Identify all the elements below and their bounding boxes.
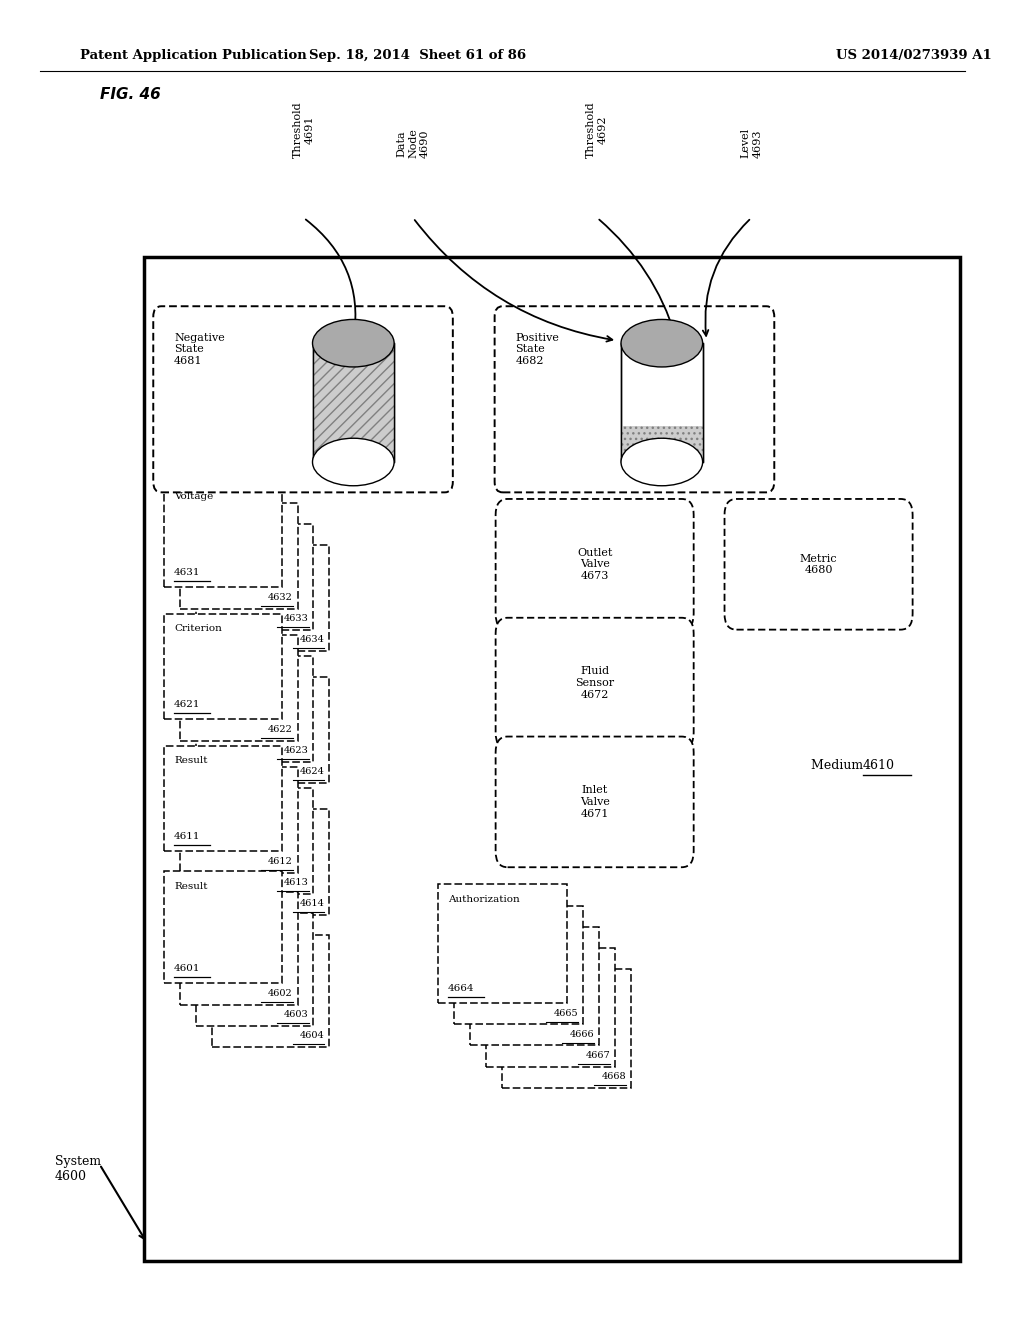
Ellipse shape (621, 438, 702, 486)
Text: Data
Node
4690: Data Node 4690 (396, 128, 430, 158)
Text: 4632: 4632 (267, 593, 293, 602)
Polygon shape (180, 767, 298, 873)
Text: Metric
4680: Metric 4680 (800, 553, 838, 576)
Text: 4624: 4624 (300, 767, 325, 776)
Text: 4664: 4664 (447, 983, 474, 993)
Ellipse shape (621, 319, 702, 367)
FancyBboxPatch shape (496, 618, 693, 748)
Text: 4604: 4604 (300, 1031, 325, 1040)
Text: 4610: 4610 (863, 759, 895, 772)
Text: Criterion: Criterion (174, 624, 222, 634)
Polygon shape (196, 524, 313, 630)
Polygon shape (212, 545, 330, 651)
Polygon shape (502, 969, 631, 1088)
FancyBboxPatch shape (725, 499, 912, 630)
Polygon shape (196, 913, 313, 1026)
Bar (312, 343, 394, 462)
Polygon shape (212, 809, 330, 915)
Polygon shape (470, 927, 599, 1045)
Text: Positive
State
4682: Positive State 4682 (515, 333, 559, 366)
Ellipse shape (312, 438, 394, 486)
Text: 4633: 4633 (284, 614, 308, 623)
Text: Fluid
Sensor
4672: Fluid Sensor 4672 (575, 667, 614, 700)
Polygon shape (180, 503, 298, 609)
Bar (621, 343, 702, 462)
FancyBboxPatch shape (496, 737, 693, 867)
Text: Result: Result (174, 882, 208, 891)
Text: Medium: Medium (811, 759, 867, 772)
FancyBboxPatch shape (496, 499, 693, 630)
Polygon shape (212, 677, 330, 783)
Ellipse shape (312, 319, 394, 367)
FancyBboxPatch shape (495, 306, 774, 492)
Text: 4602: 4602 (268, 989, 293, 998)
Polygon shape (454, 906, 584, 1024)
Text: 4634: 4634 (300, 635, 325, 644)
Text: Threshold
4692: Threshold 4692 (587, 102, 608, 158)
Polygon shape (485, 948, 615, 1067)
Text: Level
4693: Level 4693 (740, 128, 762, 158)
Polygon shape (164, 746, 282, 851)
Text: System
4600: System 4600 (54, 1155, 100, 1183)
Text: 4668: 4668 (601, 1072, 626, 1081)
Text: Negative
State
4681: Negative State 4681 (174, 333, 225, 366)
Text: 4603: 4603 (284, 1010, 308, 1019)
Text: FIG. 46: FIG. 46 (99, 87, 161, 102)
Text: 4613: 4613 (284, 878, 308, 887)
Polygon shape (212, 935, 330, 1047)
Polygon shape (196, 656, 313, 762)
Text: 4666: 4666 (569, 1030, 594, 1039)
Text: Threshold
4691: Threshold 4691 (293, 102, 314, 158)
Text: US 2014/0273939 A1: US 2014/0273939 A1 (836, 49, 991, 62)
Bar (621, 426, 702, 462)
Polygon shape (196, 788, 313, 894)
Bar (312, 343, 394, 462)
Polygon shape (164, 482, 282, 587)
Text: Voltage: Voltage (174, 492, 213, 502)
Text: Outlet
Valve
4673: Outlet Valve 4673 (577, 548, 612, 581)
Text: 4667: 4667 (586, 1051, 610, 1060)
Text: 4665: 4665 (554, 1008, 579, 1018)
Text: Result: Result (174, 756, 208, 766)
Polygon shape (180, 635, 298, 741)
Text: Authorization: Authorization (447, 895, 519, 904)
Text: 4621: 4621 (174, 700, 201, 709)
Polygon shape (438, 884, 567, 1003)
Polygon shape (180, 892, 298, 1005)
Polygon shape (164, 871, 282, 983)
Text: Patent Application Publication: Patent Application Publication (80, 49, 306, 62)
Text: 4611: 4611 (174, 832, 201, 841)
FancyBboxPatch shape (154, 306, 453, 492)
Bar (144, 257, 961, 1261)
Text: 4622: 4622 (267, 725, 293, 734)
Text: Inlet
Valve
4671: Inlet Valve 4671 (580, 785, 609, 818)
Text: 4614: 4614 (300, 899, 325, 908)
Text: 4601: 4601 (174, 964, 201, 973)
Text: 4623: 4623 (284, 746, 308, 755)
Polygon shape (164, 614, 282, 719)
Text: 4631: 4631 (174, 568, 201, 577)
Text: Sep. 18, 2014  Sheet 61 of 86: Sep. 18, 2014 Sheet 61 of 86 (309, 49, 526, 62)
Text: 4612: 4612 (267, 857, 293, 866)
